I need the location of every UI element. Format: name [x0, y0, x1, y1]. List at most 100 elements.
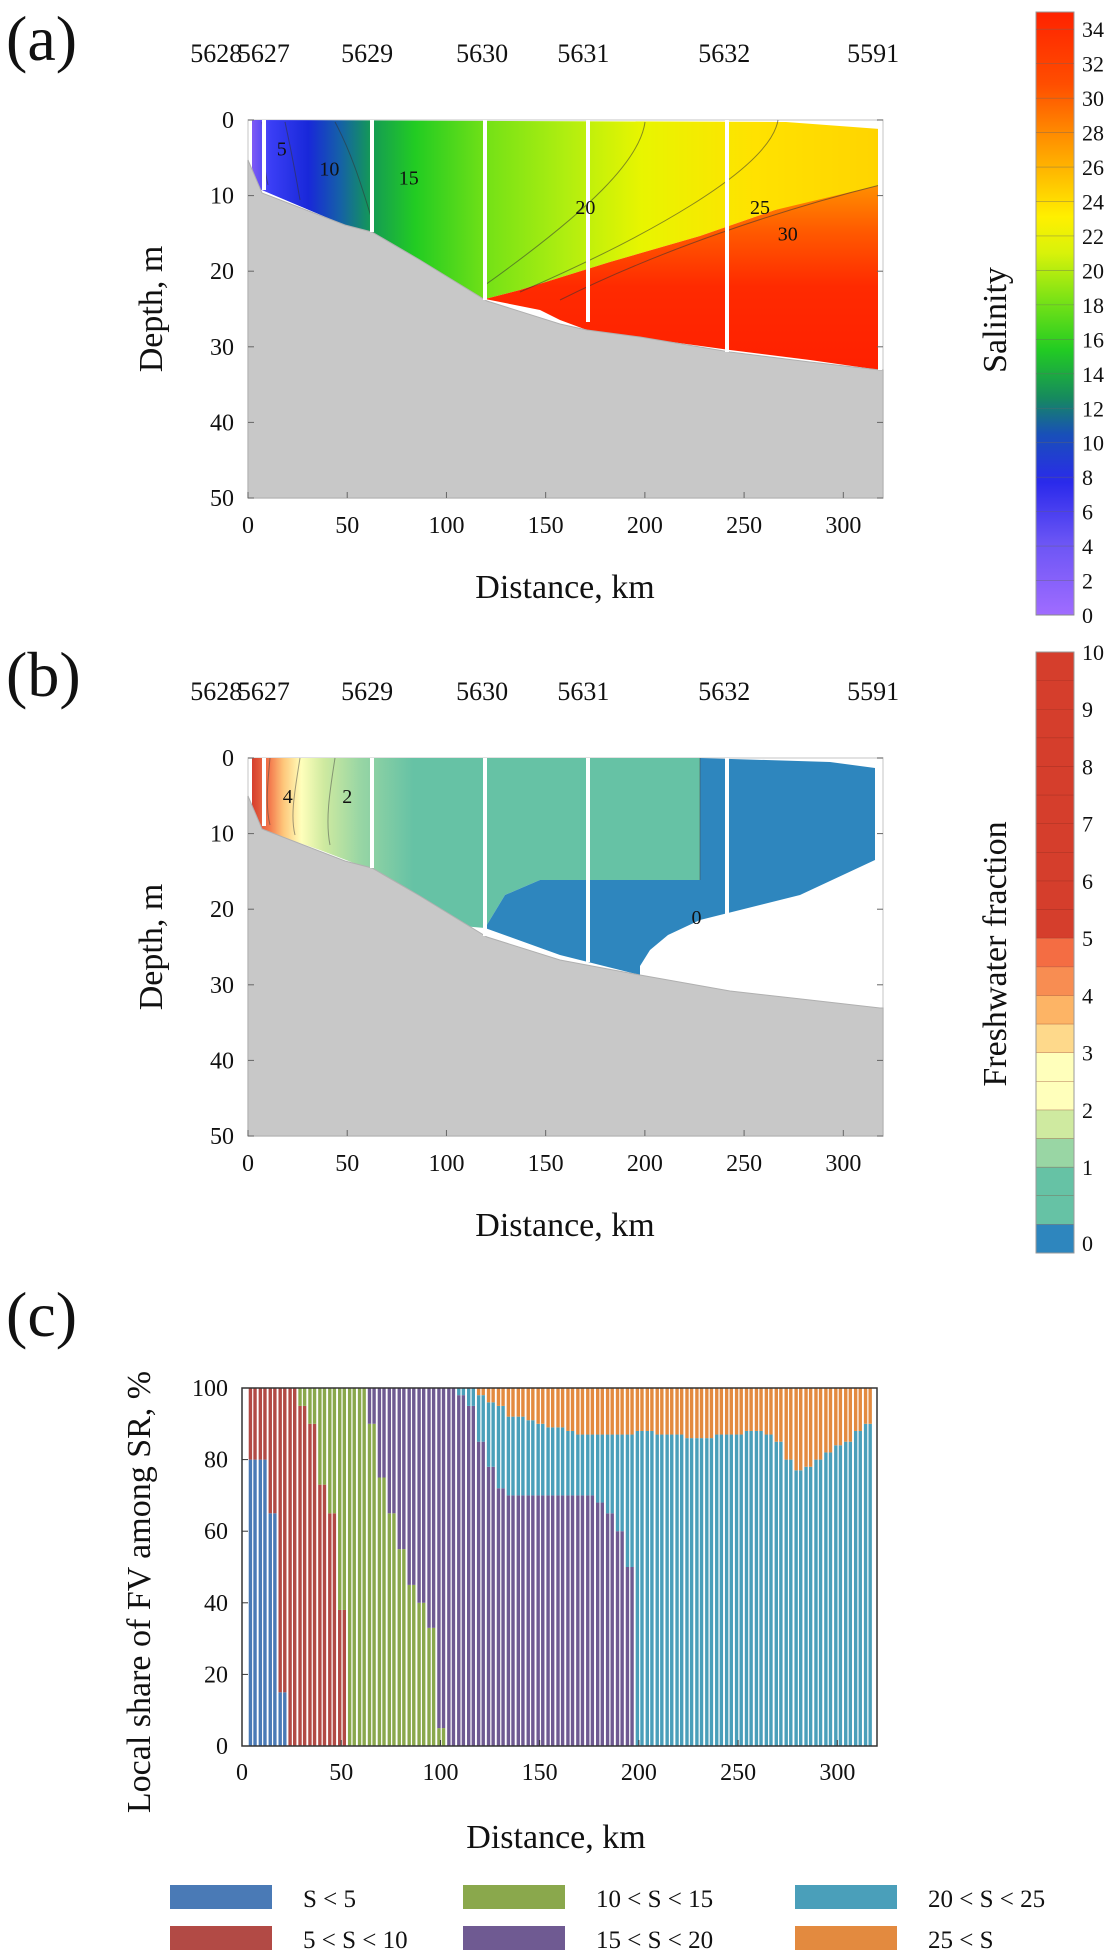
bar-segment — [610, 1388, 614, 1435]
bar-segment — [521, 1416, 525, 1496]
bar-segment — [367, 1388, 372, 1424]
bar-segment — [779, 1388, 783, 1442]
bar-segment — [511, 1416, 515, 1496]
bar-stack — [357, 1388, 366, 1746]
bar-stack — [288, 1388, 297, 1746]
bar-segment — [417, 1388, 421, 1603]
bar-segment — [481, 1388, 485, 1396]
bar-segment — [679, 1388, 684, 1435]
y-tick-label: 0 — [222, 108, 234, 134]
bar-segment — [461, 1388, 466, 1396]
bar-segment — [421, 1388, 426, 1603]
bar-segment — [501, 1388, 505, 1406]
bar-segment — [318, 1388, 322, 1485]
legend-label: 20 < S < 25 — [928, 1886, 1045, 1913]
y-axis-a: 0 10 20 30 40 50 — [210, 108, 883, 512]
bar-segment — [600, 1502, 604, 1746]
salinity-colorbar-label: Salinity — [977, 267, 1014, 373]
bar-segment — [838, 1445, 843, 1746]
bar-segment — [580, 1495, 585, 1746]
bar-segment — [719, 1434, 724, 1746]
x-tick-label: 100 — [422, 1760, 458, 1786]
bar-stack — [595, 1388, 604, 1746]
freshwater-colorbar-ticks: 0 1 2 3 4 5 6 7 8 9 10 — [1082, 640, 1104, 1256]
bar-segment — [764, 1434, 769, 1746]
bar-segment — [536, 1388, 540, 1424]
bar-segment — [481, 1395, 485, 1442]
x-tick-label: 0 — [242, 513, 254, 539]
bar-segment — [531, 1495, 535, 1746]
freshwater-colorbar: 0 1 2 3 4 5 6 7 8 9 10 Freshwater fraction — [977, 640, 1104, 1256]
bar-segment — [293, 1388, 297, 1746]
station-label: 5627 — [238, 677, 290, 706]
y-axis-title-a: Depth, m — [133, 246, 170, 373]
colorbar-block — [1036, 938, 1074, 967]
bar-stack — [308, 1388, 317, 1746]
contour-label: 4 — [283, 786, 293, 808]
bar-segment — [645, 1430, 649, 1746]
x-tick-label: 0 — [242, 1151, 254, 1177]
bar-segment — [794, 1388, 798, 1471]
bar-segment — [312, 1423, 317, 1746]
x-tick-label: 250 — [726, 513, 762, 539]
bar-stack — [318, 1388, 327, 1746]
bar-segment — [590, 1388, 595, 1435]
bar-segment — [263, 1459, 267, 1746]
bar-segment — [724, 1434, 729, 1746]
bar-stack — [427, 1388, 436, 1746]
bar-segment — [789, 1388, 793, 1460]
legend-item: 10 < S < 15 — [463, 1885, 713, 1913]
bar-stack — [407, 1388, 416, 1746]
bar-segment — [516, 1495, 521, 1746]
bar-segment — [655, 1434, 659, 1746]
colorbar-tick-label: 32 — [1082, 52, 1104, 77]
colorbar-tick-label: 28 — [1082, 121, 1104, 146]
bar-segment — [471, 1388, 476, 1406]
bar-segment — [486, 1402, 491, 1467]
bar-segment — [298, 1388, 302, 1406]
bar-segment — [397, 1388, 401, 1550]
y-tick-label: 20 — [204, 1662, 228, 1688]
y-tick-label: 10 — [210, 822, 234, 848]
bar-segment — [665, 1434, 669, 1746]
bar-segment — [739, 1434, 743, 1746]
bar-segment — [610, 1434, 614, 1514]
bar-stack — [387, 1388, 396, 1746]
bar-stack — [665, 1388, 674, 1746]
bar-stack — [615, 1388, 624, 1746]
bar-segment — [308, 1388, 312, 1424]
y-axis-title-b: Depth, m — [133, 884, 170, 1011]
bar-segment — [536, 1495, 540, 1746]
bar-segment — [719, 1388, 724, 1435]
station-casts-b — [262, 758, 729, 962]
bar-stack — [506, 1388, 515, 1746]
bar-segment — [550, 1495, 555, 1746]
bar-segment — [516, 1388, 521, 1417]
x-axis-a: 0 50 100 150 200 250 300 — [242, 492, 861, 539]
legend-label: S < 5 — [303, 1886, 356, 1913]
station-label: 5632 — [698, 677, 750, 706]
bar-segment — [675, 1388, 679, 1435]
bar-segment — [570, 1430, 575, 1496]
bar-segment — [431, 1388, 436, 1628]
bar-segment — [794, 1470, 798, 1746]
bar-segment — [546, 1495, 550, 1746]
y-tick-label: 60 — [204, 1519, 228, 1545]
colorbar-outline — [1035, 651, 1075, 1254]
bar-segment — [576, 1434, 580, 1496]
bar-segment — [263, 1388, 267, 1460]
colorbar-tick-label: 10 — [1082, 640, 1104, 665]
bar-segment — [338, 1609, 342, 1746]
x-tick-label: 200 — [627, 1151, 663, 1177]
colorbar-tick-label: 6 — [1082, 500, 1093, 525]
bar-segment — [844, 1388, 848, 1442]
bar-stack — [824, 1388, 833, 1746]
colorbar-tick-label: 8 — [1082, 754, 1093, 779]
bar-segment — [824, 1452, 828, 1746]
bar-segment — [660, 1434, 664, 1746]
colorbar-tick-label: 4 — [1082, 983, 1093, 1008]
legend-swatch — [170, 1885, 272, 1909]
legend-swatch — [795, 1885, 897, 1909]
bar-segment — [744, 1388, 749, 1431]
station-label: 5628 — [190, 677, 242, 706]
